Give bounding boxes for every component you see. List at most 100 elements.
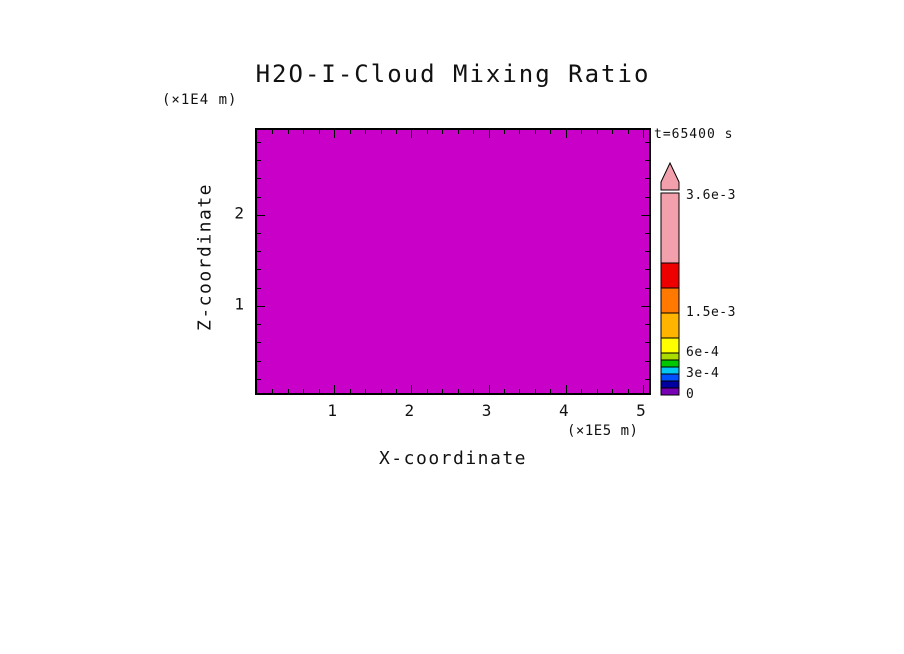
x-tick-mark: [519, 130, 521, 134]
x-tick-mark: [318, 130, 320, 134]
y-tick-mark: [257, 324, 261, 326]
y-tick-mark: [645, 269, 649, 271]
x-tick-mark: [426, 130, 428, 134]
x-tick-mark: [287, 389, 289, 393]
x-tick-mark: [380, 389, 382, 393]
plot-area: [255, 128, 651, 395]
x-tick-mark: [519, 389, 521, 393]
x-axis-title: X-coordinate: [378, 448, 528, 469]
x-tick-label: 1: [327, 401, 338, 420]
x-tick-mark: [442, 130, 444, 134]
y-tick-mark: [641, 214, 649, 216]
x-tick-mark: [642, 385, 644, 393]
x-tick-label: 5: [636, 401, 646, 420]
colorbar-segment: [660, 352, 680, 361]
x-tick-mark: [411, 385, 413, 393]
colorbar-segment: [660, 337, 680, 354]
colorbar-overflow-arrow: [660, 162, 680, 191]
x-tick-mark: [581, 130, 583, 134]
x-tick-mark: [504, 389, 506, 393]
y-tick-mark: [257, 214, 265, 216]
x-tick-mark: [334, 385, 336, 393]
x-tick-mark: [612, 389, 614, 393]
y-tick-mark: [641, 305, 649, 307]
y-tick-mark: [257, 269, 261, 271]
x-axis-unit: (×1E5 m): [567, 423, 639, 439]
colorbar-segment: [660, 387, 680, 396]
x-tick-mark: [349, 130, 351, 134]
y-tick-mark: [645, 232, 649, 234]
colorbar-segment: [660, 373, 680, 382]
colorbar-segment: [660, 192, 680, 264]
x-tick-mark: [380, 130, 382, 134]
colorbar-segment: [660, 366, 680, 375]
colorbar-segment: [660, 262, 680, 289]
x-tick-mark: [303, 130, 305, 134]
colorbar-segment: [660, 359, 680, 368]
colorbar-tick-label: 3e-4: [686, 366, 720, 381]
y-tick-mark: [645, 141, 649, 143]
y-tick-label: 2: [234, 203, 244, 223]
x-tick-mark: [488, 130, 490, 138]
x-tick-mark: [365, 389, 367, 393]
x-tick-mark: [334, 130, 336, 138]
x-tick-mark: [395, 389, 397, 393]
x-tick-mark: [395, 130, 397, 134]
colorbar-tick-label: 0: [686, 387, 695, 402]
x-tick-mark: [272, 389, 274, 393]
x-tick-mark: [303, 389, 305, 393]
y-tick-label: 1: [234, 294, 244, 314]
x-tick-mark: [457, 130, 459, 134]
y-tick-mark: [257, 141, 261, 143]
x-tick-mark: [627, 130, 629, 134]
x-tick-mark: [550, 130, 552, 134]
x-tick-mark: [596, 389, 598, 393]
y-axis-unit: (×1E4 m): [162, 92, 238, 108]
x-tick-mark: [473, 389, 475, 393]
x-tick-mark: [349, 389, 351, 393]
x-tick-mark: [534, 130, 536, 134]
y-tick-mark: [257, 232, 261, 234]
y-tick-mark: [645, 160, 649, 162]
colorbar-segment: [660, 287, 680, 314]
colorbar-segment: [660, 380, 680, 389]
y-tick-mark: [257, 251, 261, 253]
colorbar-tick-label: 1.5e-3: [686, 305, 736, 320]
y-tick-mark: [645, 378, 649, 380]
x-tick-mark: [318, 389, 320, 393]
y-tick-mark: [257, 305, 265, 307]
x-tick-label: 4: [558, 401, 569, 420]
x-tick-mark: [365, 130, 367, 134]
y-tick-mark: [257, 160, 261, 162]
y-tick-mark: [257, 196, 261, 198]
y-tick-mark: [645, 196, 649, 198]
timestamp-label: t=65400 s: [654, 127, 734, 142]
x-tick-mark: [596, 130, 598, 134]
colorbar: [660, 162, 680, 396]
colorbar-segment: [660, 312, 680, 339]
x-tick-mark: [642, 130, 644, 138]
x-tick-mark: [411, 130, 413, 138]
chart-title: H2O-I-Cloud Mixing Ratio: [255, 60, 651, 88]
x-tick-mark: [473, 130, 475, 134]
x-tick-mark: [287, 130, 289, 134]
y-tick-mark: [257, 342, 261, 344]
y-tick-mark: [645, 251, 649, 253]
x-tick-mark: [612, 130, 614, 134]
colorbar-tick-label: 6e-4: [686, 345, 720, 360]
x-tick-mark: [565, 385, 567, 393]
y-tick-mark: [257, 378, 261, 380]
x-tick-mark: [442, 389, 444, 393]
y-tick-mark: [645, 360, 649, 362]
x-tick-mark: [272, 130, 274, 134]
y-tick-mark: [645, 342, 649, 344]
x-tick-mark: [565, 130, 567, 138]
y-tick-mark: [645, 178, 649, 180]
y-tick-mark: [257, 360, 261, 362]
y-tick-mark: [257, 287, 261, 289]
x-tick-mark: [457, 389, 459, 393]
x-tick-label: 3: [481, 401, 492, 420]
x-tick-mark: [534, 389, 536, 393]
colorbar-tick-label: 3.6e-3: [686, 188, 736, 203]
